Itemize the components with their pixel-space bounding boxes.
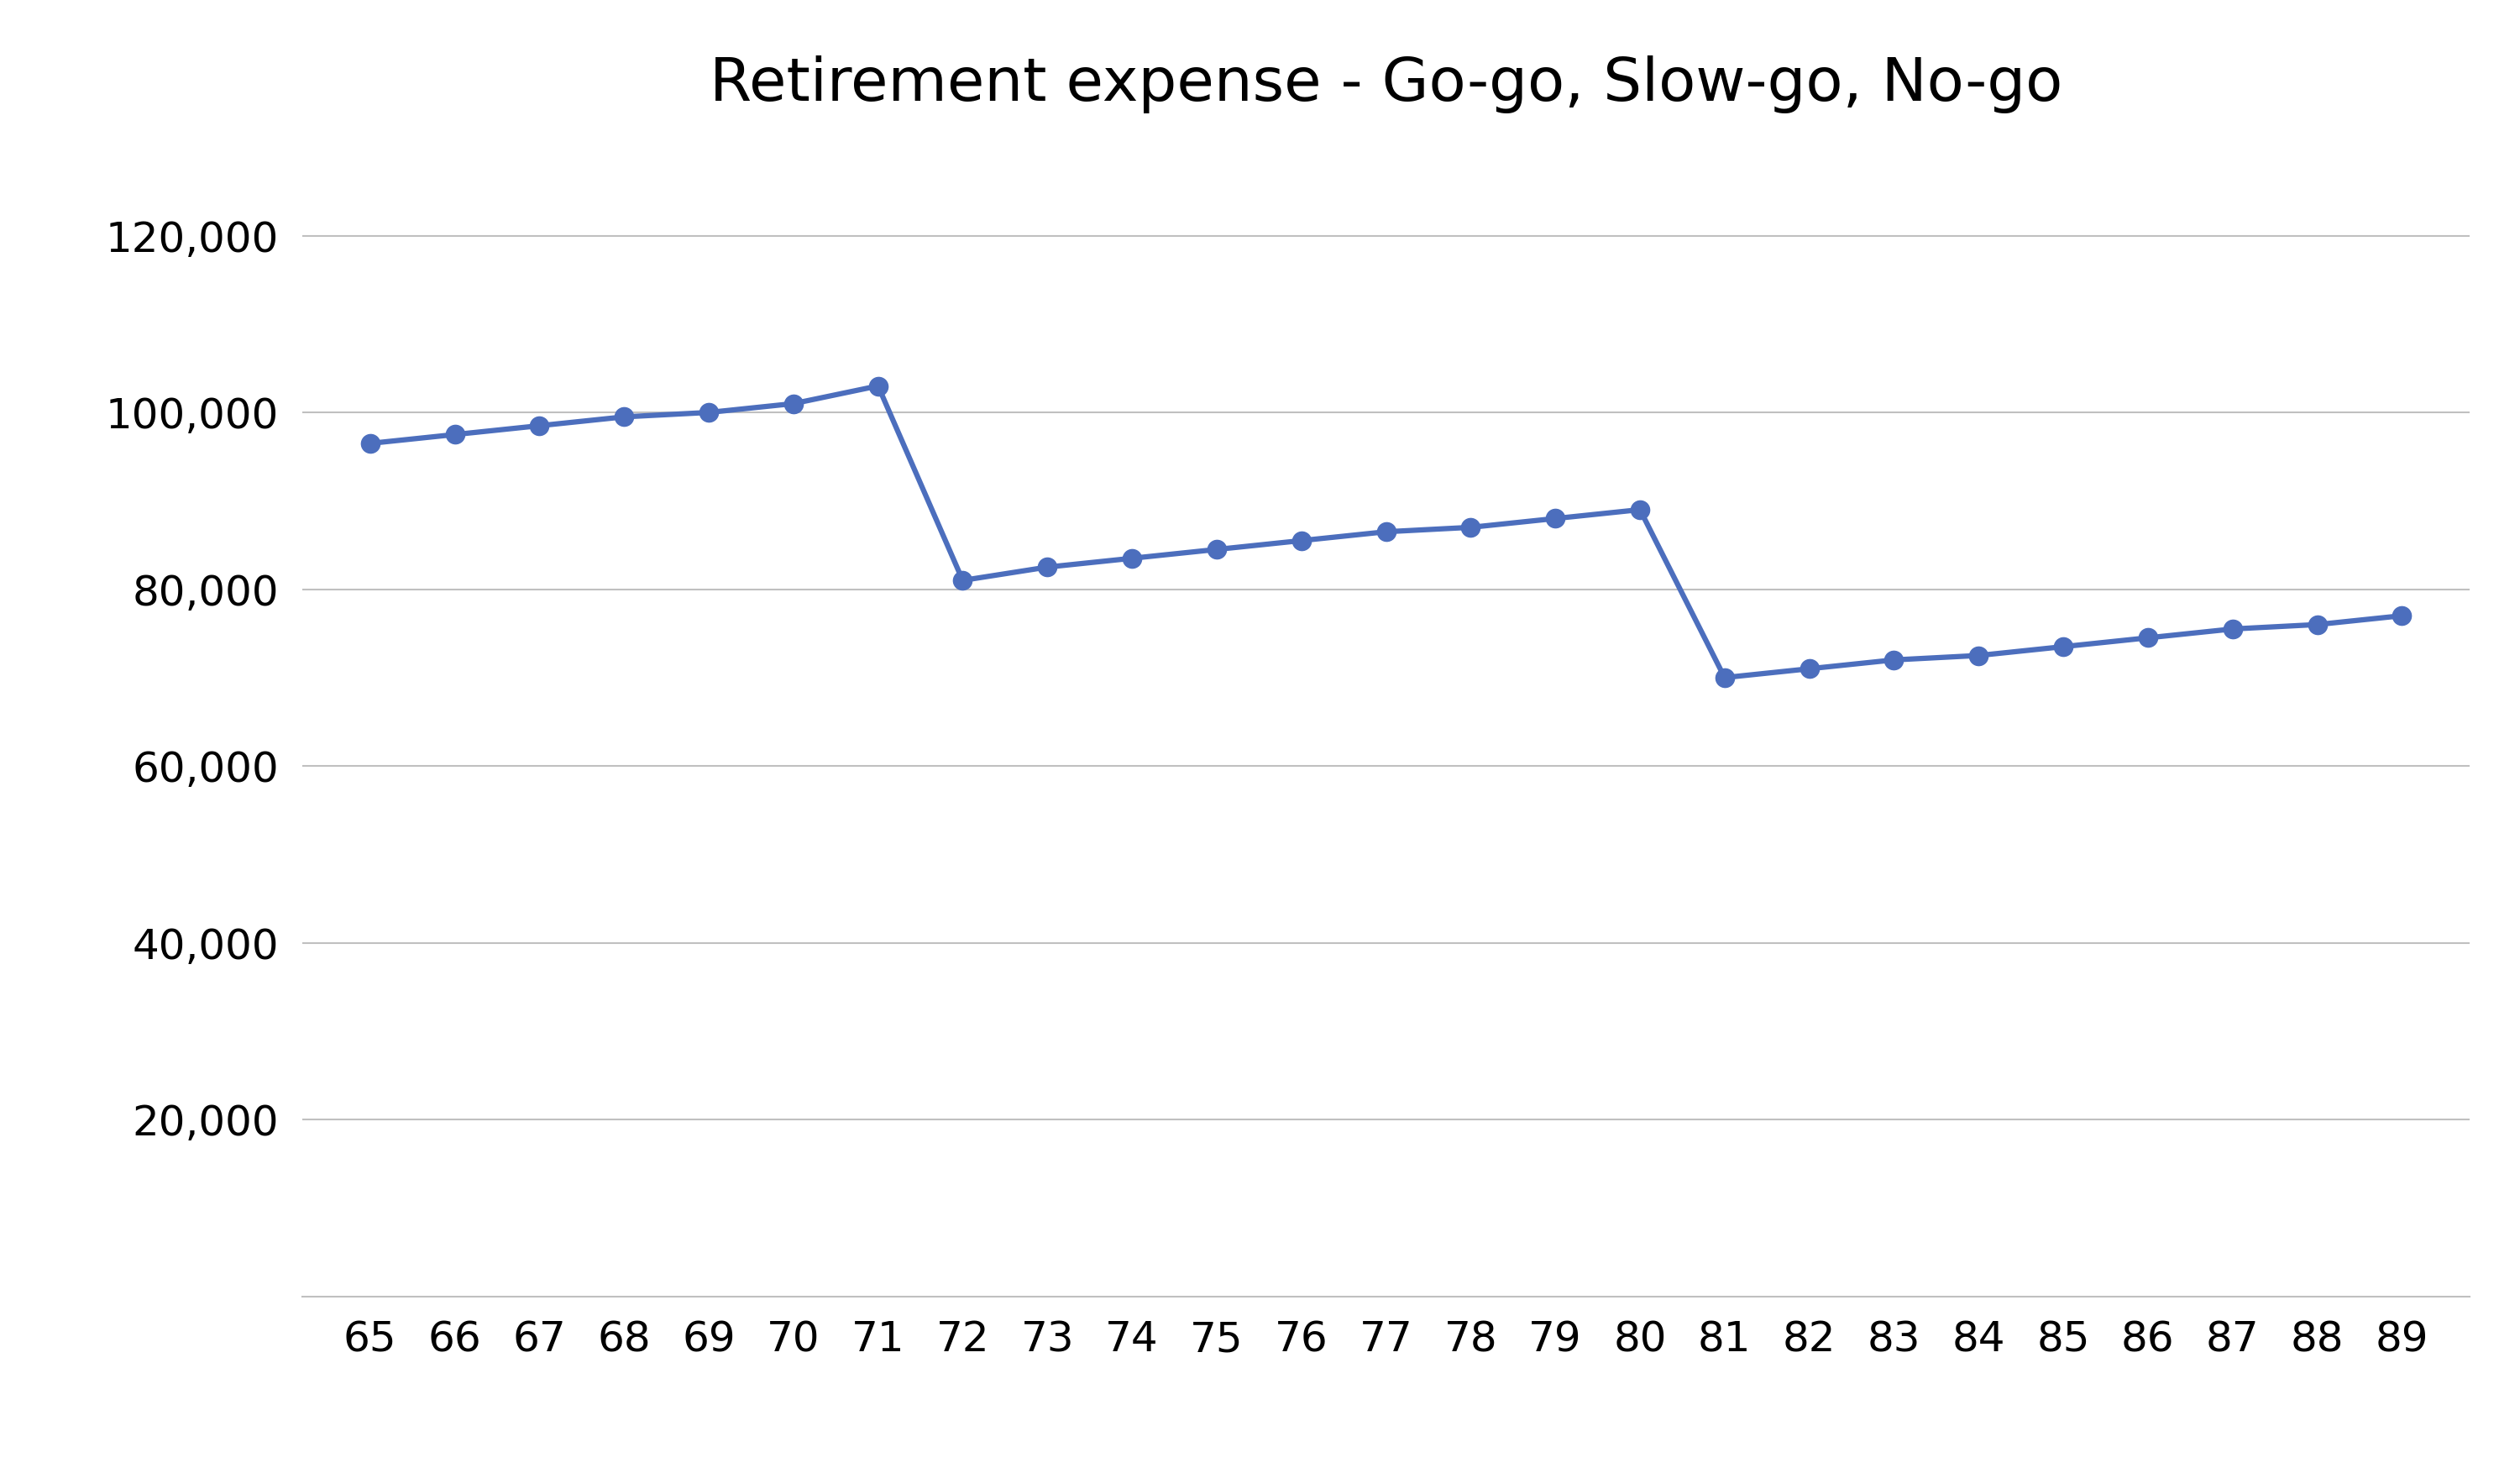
Title: Retirement expense - Go-go, Slow-go, No-go: Retirement expense - Go-go, Slow-go, No-… (711, 56, 2061, 113)
